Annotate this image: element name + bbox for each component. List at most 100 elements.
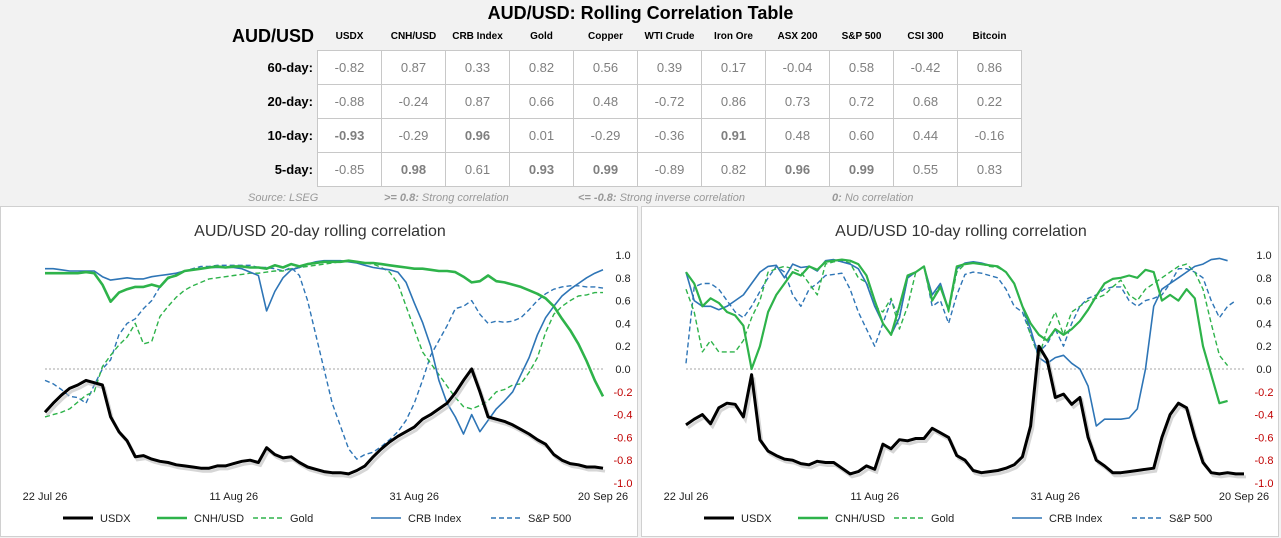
table-cell: -0.36 [637,118,702,153]
table-cell: 0.82 [509,50,574,85]
col-header: Bitcoin [972,30,1007,42]
table-cell: 0.66 [509,84,574,119]
y-tick-label: -0.6 [614,432,633,444]
table-cell: -0.24 [381,84,446,119]
legend-label-usdx: USDX [100,513,131,525]
y-tick-label: 0.2 [1256,341,1271,353]
table-cell: 0.93 [509,152,574,187]
chart-panel-10day: AUD/USD 10-day rolling correlation 1.0 0.8… [641,206,1279,537]
y-tick-label: 1.0 [1256,250,1271,262]
legend-strong-text: Strong correlation [421,192,509,204]
y-tick-label: -0.4 [614,410,633,422]
table-cell: 0.44 [893,118,958,153]
row-label: 20-day: [267,94,313,109]
row-header: AUD/USD [232,25,315,46]
table-cell: -0.93 [317,118,382,153]
legend-strong-key: >= 0.8: [384,192,419,204]
legend-label-gold: Gold [290,513,313,525]
series-line-gold [44,261,603,418]
table-row: 5-day: -0.85 0.98 0.61 0.93 0.99 -0.89 0… [230,152,1022,187]
y-tick-label: -1.0 [614,478,633,490]
table-cell: -0.82 [317,50,382,85]
table-cell: 0.86 [957,50,1022,85]
x-tick-label: 20 Sep 26 [578,491,628,503]
series-line-usdx [685,344,1244,476]
x-tick-label: 11 Aug 26 [850,491,899,503]
table-cell: 0.01 [509,118,574,153]
table-cell: 0.48 [765,118,830,153]
series-line-cnh [685,258,1228,405]
table-cell: -0.29 [573,118,638,153]
legend-inverse-key: <= -0.8: [578,192,617,204]
table-cell: -0.72 [637,84,702,119]
chart-title: AUD/USD 10-day rolling correlation [835,223,1087,240]
legend-label-usdx: USDX [741,513,772,525]
table-row: 20-day: -0.88 -0.24 0.87 0.66 0.48 -0.72… [230,84,1022,119]
col-header: Iron Ore [714,30,753,42]
table-cell: 0.33 [445,50,510,85]
table-row: 10-day: -0.93 -0.29 0.96 0.01 -0.29 -0.3… [230,118,1022,153]
series-shadow-usdx [687,344,1246,479]
y-tick-label: -0.4 [1255,410,1274,422]
legend-label-cnh: CNH/USD [194,513,244,525]
y-tick-label: -0.6 [1255,432,1274,444]
legend-label-cnh: CNH/USD [835,513,885,525]
legend-label-crb: CRB Index [1049,513,1103,525]
y-tick-label: 0.4 [1256,318,1271,330]
row-header-cell: AUD/USD [230,22,318,51]
legend-label-gold: Gold [931,513,954,525]
table-cell: 0.99 [829,152,894,187]
table-cell: 0.22 [957,84,1022,119]
x-tick-label: 31 Aug 26 [389,491,439,503]
col-header: Gold [530,30,553,42]
table-cell: 0.68 [893,84,958,119]
chart-20day: AUD/USD 20-day rolling correlation 1.0 0.8… [23,223,633,525]
table-cell: 0.39 [637,50,702,85]
y-tick-label: -0.8 [614,455,633,467]
legend-strong: >= 0.8: Strong correlation [384,192,509,204]
table-row: 60-day: -0.82 0.87 0.33 0.82 0.56 0.39 0… [230,50,1022,85]
chart-title: AUD/USD 20-day rolling correlation [194,223,446,240]
y-tick-label: -0.8 [1255,455,1274,467]
page-title: AUD/USD: Rolling Correlation Table [487,3,794,23]
y-tick-label: 0.0 [615,364,630,376]
series-line-usdx [43,367,604,476]
table-cell: -0.88 [317,84,382,119]
legend-inverse-text: Strong inverse correlation [619,192,745,204]
table-cell: -0.29 [381,118,446,153]
col-header: CNH/USD [390,30,437,42]
col-header: ASX 200 [777,30,818,42]
y-tick-label: 0.6 [615,296,630,308]
x-tick-label: 31 Aug 26 [1030,491,1080,503]
table-cell: 0.61 [445,152,510,187]
table-cell: -0.89 [637,152,702,187]
y-tick-label: 1.0 [615,250,630,262]
col-header: Copper [588,30,623,42]
series-line-sp500 [44,264,604,460]
table-cell: 0.82 [701,152,766,187]
y-tick-label: 0.8 [1256,273,1271,285]
y-tick-label: -0.2 [1255,387,1274,399]
table-cell: 0.96 [445,118,510,153]
row-label: 10-day: [267,128,313,143]
x-tick-label: 20 Sep 26 [1219,491,1269,503]
legend-label-sp500: S&P 500 [528,513,571,525]
table-cell: 0.72 [829,84,894,119]
source-note: Source: LSEG [248,192,319,204]
correlation-table-section: AUD/USD: Rolling Correlation Table AUD/U… [0,0,1281,206]
legend-inverse: <= -0.8: Strong inverse correlation [578,192,745,204]
table-cell: 0.48 [573,84,638,119]
legend-none-key: 0: [832,192,842,204]
chart-10day: AUD/USD 10-day rolling correlation 1.0 0.8… [664,223,1274,525]
col-header: WTI Crude [644,30,695,42]
col-header: CSI 300 [907,30,944,42]
table-cell: 0.91 [701,118,766,153]
table-cell: -0.85 [317,152,382,187]
y-tick-label: 0.6 [1256,296,1271,308]
y-tick-label: -0.2 [614,387,633,399]
y-tick-label: 0.0 [1256,364,1271,376]
x-tick-label: 22 Jul 26 [664,491,709,503]
series-line-crb [685,257,1228,427]
y-tick-label: 0.4 [615,318,630,330]
col-header: CRB Index [452,30,503,42]
